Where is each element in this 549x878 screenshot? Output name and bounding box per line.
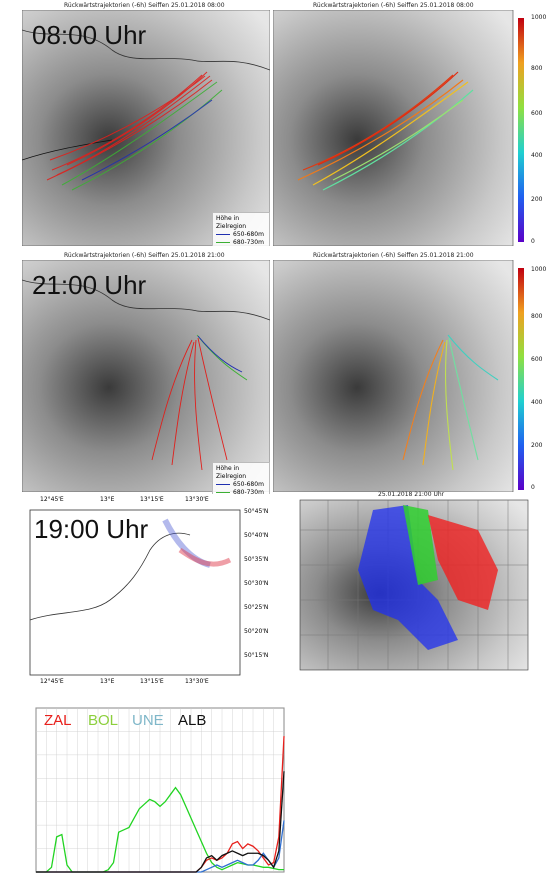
region-blue — [358, 505, 458, 650]
height-legend: Höhe in Zielregion 650-680m 680-730m 730… — [212, 212, 270, 246]
map-panel-2100-height: Rückwärtstrajektorien (-6h) Seiffen 25.0… — [22, 250, 270, 494]
terrain-background — [22, 10, 270, 246]
map-panel-0800-elevation: Rückwärtstrajektorien (-6h) Seiffen 25.0… — [273, 0, 549, 246]
colorbar-tick: 400 — [531, 152, 543, 159]
y-tick: 50°35'N — [244, 556, 269, 563]
colorbar-tick: 400 — [531, 399, 543, 406]
trajectory-bundle — [402, 334, 499, 471]
legend-entry-680-730: 680-730m — [216, 489, 266, 494]
y-tick: 50°20'N — [244, 628, 269, 635]
time-label: 08:00 Uhr — [32, 20, 147, 50]
trajectory-map-2100 — [22, 260, 270, 492]
map-panel-0800-height: Rückwärtstrajektorien (-6h) Seiffen 25.0… — [22, 0, 270, 246]
y-tick: 50°25'N — [244, 604, 269, 611]
map-frame — [29, 509, 241, 676]
lonlat-map-panel: 19:00 Uhr 12°45'E 13°E 13°15'E 13°30'E 1… — [0, 490, 275, 690]
border-line — [22, 279, 270, 321]
legend-title: Höhe in Zielregion — [216, 465, 247, 480]
legend-entry-650-680: 650-680m — [216, 231, 266, 239]
y-tick: 50°40'N — [244, 532, 269, 539]
trajectory-map-0800 — [22, 10, 270, 246]
panel-title: Rückwärtstrajektorien (-6h) Seiffen 25.0… — [313, 252, 474, 259]
region-green — [403, 505, 438, 585]
time-label: 19:00 Uhr — [34, 514, 149, 544]
colorbar-tick: 1000 — [531, 266, 547, 273]
concentration-chart-panel: ZAL BOL UNE ALB — [22, 704, 290, 878]
y-tick: 50°30'N — [244, 580, 269, 587]
legend-title: Höhe in Zielregion — [216, 215, 247, 230]
colorbar-tick: 200 — [531, 442, 543, 449]
time-series-chart — [35, 707, 285, 873]
colorbar-tick: 200 — [531, 196, 543, 203]
legend-bol: BOL — [88, 712, 119, 729]
x-tick: 13°15'E — [140, 678, 164, 685]
elevation-trajectory-map-2100 — [273, 260, 524, 492]
panel-title: Rückwärtstrajektorien (-6h) Seiffen 25.0… — [64, 252, 225, 259]
border-line — [22, 139, 113, 161]
legend-alb: ALB — [178, 712, 207, 729]
colorbar-tick: 0 — [531, 238, 535, 245]
lonlat-map — [29, 509, 241, 676]
border-line — [22, 29, 270, 71]
map-panel-2100-elevation: Rückwärtstrajektorien (-6h) Seiffen 25.0… — [273, 250, 549, 494]
trajectory-bundle — [297, 71, 474, 191]
border-line — [29, 532, 191, 621]
x-tick: 13°15'E — [140, 496, 164, 503]
colorbar-tick: 0 — [531, 484, 535, 491]
colorbar-tick: 800 — [531, 65, 543, 72]
trajectory-plume-red — [178, 547, 232, 567]
x-tick: 12°45'E — [40, 678, 64, 685]
time-label: 21:00 Uhr — [32, 270, 147, 300]
colorbar-tick: 600 — [531, 110, 543, 117]
colorbar-tick: 800 — [531, 313, 543, 320]
colorbar — [518, 268, 524, 490]
panel-title: Rückwärtstrajektorien (-6h) Seiffen 25.0… — [313, 2, 474, 9]
y-tick: 50°45'N — [244, 508, 269, 515]
legend-zal: ZAL — [44, 712, 72, 729]
terrain-background — [22, 260, 270, 492]
panel-title: Rückwärtstrajektorien (-6h) Seiffen 25.0… — [64, 2, 225, 9]
legend-entry-680-730: 680-730m — [216, 239, 266, 246]
panel-title: 25.01.2018 21:00 Uhr — [378, 491, 445, 498]
grid-map — [299, 499, 529, 671]
trajectory-bundle — [151, 334, 248, 471]
region-red — [428, 515, 498, 610]
series-line-alb — [36, 771, 285, 873]
legend-une: UNE — [132, 712, 164, 729]
x-tick: 12°45'E — [40, 496, 64, 503]
x-tick: 13°30'E — [185, 496, 209, 503]
x-tick: 13°30'E — [185, 678, 209, 685]
y-tick: 50°15'N — [244, 652, 269, 659]
terrain-background — [273, 260, 514, 492]
grid-map-panel: 25.01.2018 21:00 Uhr — [278, 490, 549, 686]
trajectory-bundle — [46, 71, 223, 191]
colorbar-tick: 1000 — [531, 14, 547, 21]
x-tick: 13°E — [100, 678, 115, 685]
elevation-trajectory-map-0800 — [273, 10, 524, 246]
colorbar — [518, 18, 524, 242]
height-legend: Höhe in Zielregion 650-680m 680-730m 730… — [212, 462, 270, 494]
x-tick: 13°E — [100, 496, 115, 503]
legend-entry-650-680: 650-680m — [216, 481, 266, 489]
terrain-background — [273, 10, 514, 246]
colorbar-tick: 600 — [531, 356, 543, 363]
